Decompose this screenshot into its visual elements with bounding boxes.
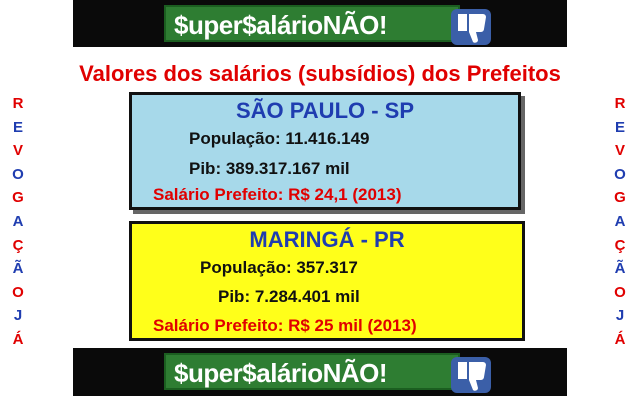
banner-text: $uper$alárioNÃO!: [174, 358, 388, 388]
top-banner: $uper$alárioNÃO!: [73, 0, 567, 47]
letter: A: [12, 212, 24, 230]
letter: O: [614, 283, 626, 301]
letter: V: [614, 142, 625, 160]
salary-text: Salário Prefeito: R$ 24,1 (2013): [153, 185, 402, 204]
sao-paulo-card: SÃO PAULO - SP População: 11.416.149 Pib…: [129, 92, 521, 210]
banner-text: $uper$alárioNÃO!: [174, 10, 388, 40]
city-title: MARINGÁ - PR: [249, 227, 405, 252]
letter: Ç: [614, 236, 626, 254]
letter: Ç: [12, 236, 24, 254]
letter: E: [12, 118, 23, 136]
population-text: População: 11.416.149: [189, 129, 370, 148]
population-text: População: 357.317: [200, 258, 358, 277]
thumbs-down-icon: [451, 357, 491, 393]
letter: Ã: [12, 260, 24, 278]
letter: O: [12, 283, 24, 301]
letter: A: [614, 212, 626, 230]
thumbs-down-icon: [451, 9, 491, 45]
letter: J: [13, 307, 23, 325]
letter: O: [614, 165, 626, 183]
salary-text: Salário Prefeito: R$ 25 mil (2013): [153, 316, 417, 335]
letter: G: [614, 189, 626, 207]
headline: Valores dos salários (subsídios) dos Pre…: [79, 61, 561, 86]
city-title: SÃO PAULO - SP: [235, 98, 415, 123]
letter: G: [12, 189, 24, 207]
letter: Á: [12, 330, 24, 348]
pib-text: Pib: 389.317.167 mil: [189, 159, 350, 178]
banner-logo: $uper$alárioNÃO!: [164, 5, 491, 45]
left-vertical-text: R E V O G A Ç Ã O J Á: [6, 92, 30, 352]
right-vertical-text: R E V O G A Ç Ã O J Á: [608, 92, 632, 352]
letter: J: [615, 307, 625, 325]
banner-logo: $uper$alárioNÃO!: [164, 353, 491, 393]
pib-text: Pib: 7.284.401 mil: [218, 287, 360, 306]
letter: Ã: [614, 260, 626, 278]
letter: V: [12, 142, 23, 160]
letter: R: [12, 95, 24, 112]
bottom-banner: $uper$alárioNÃO!: [73, 348, 567, 396]
letter: E: [614, 118, 625, 136]
maringa-card: MARINGÁ - PR População: 357.317 Pib: 7.2…: [129, 221, 525, 341]
letter: Á: [614, 330, 626, 348]
letter: R: [614, 95, 626, 112]
letter: O: [12, 165, 24, 183]
